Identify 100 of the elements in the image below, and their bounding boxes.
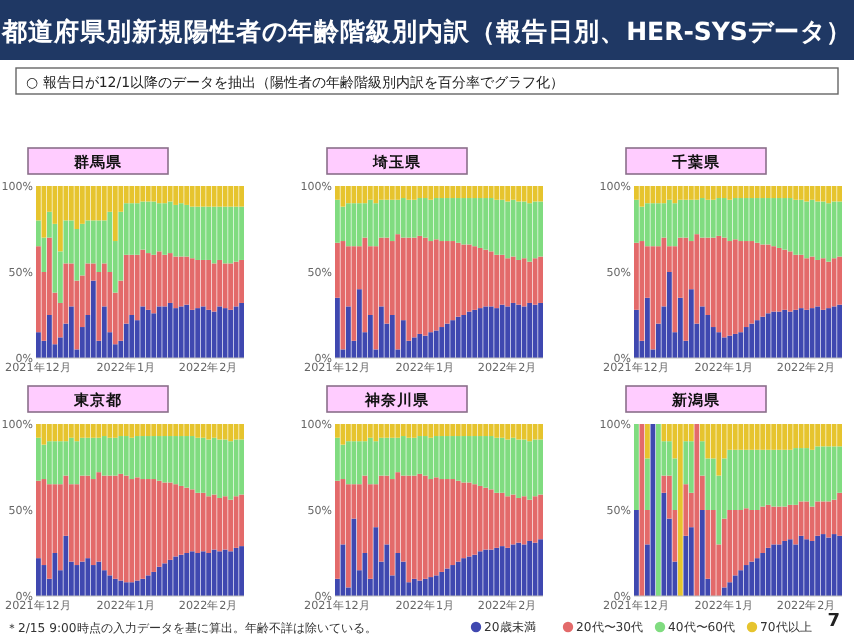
bar [428,199,434,242]
bar [433,436,439,478]
bar [151,254,157,314]
bar [661,492,667,596]
bar [178,436,184,486]
bar [156,436,162,481]
bar [134,203,140,255]
bar [395,186,401,200]
bar [477,436,483,486]
bar [754,320,760,358]
bar [749,424,755,450]
bar [162,424,168,437]
bar [123,436,129,476]
bar [815,186,821,202]
bar [776,449,782,507]
bar [644,297,650,358]
bar [634,309,639,358]
bar [79,223,85,276]
bar [151,313,157,358]
bar [433,186,439,199]
bar [178,186,184,204]
bar [721,337,727,358]
bar [760,186,766,199]
bar [732,186,738,199]
bar [85,475,91,559]
bar [776,198,782,248]
bar [639,241,645,341]
bar [233,439,239,497]
bar [450,424,456,437]
bar [406,437,412,476]
bar [831,534,837,596]
bar [85,424,91,438]
bar [395,437,401,473]
bar [831,446,837,500]
bar [384,437,390,476]
bar [793,448,799,505]
bar [837,186,842,202]
bar [228,206,234,264]
bar [195,308,201,358]
bar [831,201,837,259]
bar [466,186,472,199]
bar [145,201,151,254]
bar [455,316,461,358]
bar [118,424,124,437]
bar [96,437,102,473]
bar [738,570,744,596]
bar [189,309,195,358]
bar [716,186,722,199]
bar [749,449,755,510]
bar [650,186,656,204]
bar [417,186,423,199]
bar [771,544,777,596]
bar [118,436,124,474]
bar [754,424,760,450]
bar [239,302,244,358]
bar [815,306,821,358]
bar [156,186,162,204]
bar [189,436,195,490]
bar [411,578,417,596]
bar [439,327,445,358]
bar [239,206,244,260]
bar [477,424,483,437]
bar [804,424,810,449]
bar [677,199,683,238]
bar [683,186,689,200]
bar [787,504,793,540]
bar [694,186,700,200]
bar [743,508,749,566]
bar [362,424,368,442]
bar [754,558,760,596]
bar [450,565,456,596]
bar [189,258,195,310]
bar [101,186,107,221]
bar [345,484,351,588]
bar [118,473,124,581]
bar [527,203,533,262]
bar [145,575,151,596]
bar [63,424,69,442]
bar [532,424,538,440]
bar [738,424,744,450]
bar [345,441,351,485]
bar [206,424,212,440]
bar [743,565,749,596]
bar [494,308,500,358]
bar [439,186,445,199]
bar [466,311,472,358]
bar [389,437,395,480]
bar [694,234,700,324]
bar [743,198,749,242]
bar [335,297,340,358]
bar [228,263,234,310]
bar [710,510,716,596]
bar [705,186,711,200]
bar [184,186,190,205]
bar [335,186,340,200]
bar [367,484,373,579]
bar [217,186,223,207]
bar [765,547,771,596]
bar [411,337,417,358]
bar [134,424,140,437]
